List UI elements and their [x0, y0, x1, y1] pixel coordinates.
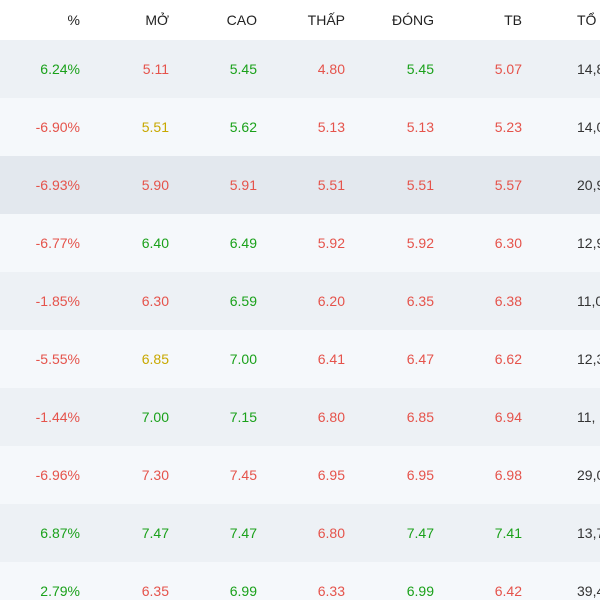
cell-average: 6.62: [494, 351, 522, 367]
cell-average: 5.07: [494, 61, 522, 77]
cell-percent-change: -6.93%: [35, 177, 80, 193]
table-row[interactable]: -6.77% 6.40 6.49 5.92 5.92 6.30 12,9: [0, 214, 600, 272]
table-row[interactable]: -6.90% 5.51 5.62 5.13 5.13 5.23 14,0: [0, 98, 600, 156]
table-row[interactable]: -1.85% 6.30 6.59 6.20 6.35 6.38 11,0: [0, 272, 600, 330]
cell-average: 6.38: [494, 293, 522, 309]
cell-close: 5.92: [406, 235, 434, 251]
table-header: % MỞ CAO THẤP ĐÓNG TB TỔ: [0, 0, 600, 40]
header-high[interactable]: CAO: [226, 12, 257, 28]
cell-high: 7.00: [229, 351, 257, 367]
cell-average: 6.30: [494, 235, 522, 251]
cell-low: 6.80: [317, 525, 345, 541]
cell-low: 5.13: [317, 119, 345, 135]
cell-percent-change: -6.90%: [35, 119, 80, 135]
cell-percent-change: 6.24%: [40, 61, 80, 77]
cell-total: 13,7: [577, 525, 600, 541]
cell-total: 14,0: [577, 119, 600, 135]
cell-average: 5.23: [494, 119, 522, 135]
cell-close: 6.47: [406, 351, 434, 367]
cell-average: 6.42: [494, 583, 522, 599]
cell-high: 5.62: [229, 119, 257, 135]
cell-total: 11,: [577, 409, 596, 425]
cell-close: 6.95: [406, 467, 434, 483]
table-row[interactable]: -6.96% 7.30 7.45 6.95 6.95 6.98 29,0: [0, 446, 600, 504]
cell-close: 5.13: [406, 119, 434, 135]
cell-low: 6.95: [317, 467, 345, 483]
cell-percent-change: -1.85%: [35, 293, 80, 309]
cell-average: 6.94: [494, 409, 522, 425]
cell-high: 5.45: [229, 61, 257, 77]
cell-close: 7.47: [406, 525, 434, 541]
cell-total: 11,0: [577, 293, 600, 309]
cell-open: 7.30: [141, 467, 169, 483]
cell-percent-change: 2.79%: [40, 583, 80, 599]
cell-total: 14,8: [577, 61, 600, 77]
cell-low: 6.20: [317, 293, 345, 309]
cell-open: 5.11: [142, 61, 169, 77]
cell-high: 7.45: [229, 467, 257, 483]
cell-total: 39,4: [577, 583, 600, 599]
cell-total: 20,9: [577, 177, 600, 193]
header-percent-change[interactable]: %: [67, 12, 80, 28]
cell-close: 6.99: [406, 583, 434, 599]
table-row[interactable]: -1.44% 7.00 7.15 6.80 6.85 6.94 11,: [0, 388, 600, 446]
table-row[interactable]: -6.93% 5.90 5.91 5.51 5.51 5.57 20,9: [0, 156, 600, 214]
cell-open: 6.85: [141, 351, 169, 367]
cell-total: 12,9: [577, 235, 600, 251]
cell-close: 5.45: [406, 61, 434, 77]
cell-percent-change: -6.77%: [35, 235, 80, 251]
cell-close: 6.35: [406, 293, 434, 309]
cell-open: 6.30: [141, 293, 169, 309]
cell-low: 5.51: [317, 177, 345, 193]
header-open[interactable]: MỞ: [145, 12, 169, 28]
cell-open: 6.40: [141, 235, 169, 251]
cell-average: 6.98: [494, 467, 522, 483]
cell-close: 6.85: [406, 409, 434, 425]
cell-high: 6.59: [229, 293, 257, 309]
cell-percent-change: -1.44%: [35, 409, 80, 425]
cell-open: 5.90: [141, 177, 169, 193]
header-average[interactable]: TB: [504, 12, 522, 28]
cell-average: 5.57: [494, 177, 522, 193]
cell-high: 7.15: [229, 409, 257, 425]
cell-high: 6.49: [229, 235, 257, 251]
table-row[interactable]: 6.24% 5.11 5.45 4.80 5.45 5.07 14,8: [0, 40, 600, 98]
cell-total: 12,3: [577, 351, 600, 367]
cell-total: 29,0: [577, 467, 600, 483]
header-close[interactable]: ĐÓNG: [392, 12, 434, 28]
cell-open: 7.47: [141, 525, 169, 541]
table-row[interactable]: 2.79% 6.35 6.99 6.33 6.99 6.42 39,4: [0, 562, 600, 600]
cell-low: 4.80: [317, 61, 345, 77]
header-total[interactable]: TỔ: [577, 12, 597, 28]
cell-percent-change: 6.87%: [40, 525, 80, 541]
cell-percent-change: -5.55%: [35, 351, 80, 367]
table-body: 6.24% 5.11 5.45 4.80 5.45 5.07 14,8 -6.90% 5.51 5…: [0, 40, 600, 600]
table-row[interactable]: -5.55% 6.85 7.00 6.41 6.47 6.62 12,3: [0, 330, 600, 388]
cell-open: 6.35: [141, 583, 169, 599]
cell-low: 6.80: [317, 409, 345, 425]
cell-percent-change: -6.96%: [35, 467, 80, 483]
cell-average: 7.41: [494, 525, 522, 541]
cell-high: 5.91: [229, 177, 257, 193]
cell-open: 7.00: [141, 409, 169, 425]
cell-high: 7.47: [229, 525, 257, 541]
header-low[interactable]: THẤP: [307, 12, 345, 28]
cell-close: 5.51: [406, 177, 434, 193]
cell-low: 6.33: [317, 583, 345, 599]
cell-low: 6.41: [317, 351, 345, 367]
cell-high: 6.99: [229, 583, 257, 599]
table-row[interactable]: 6.87% 7.47 7.47 6.80 7.47 7.41 13,7: [0, 504, 600, 562]
cell-open: 5.51: [141, 119, 169, 135]
cell-low: 5.92: [317, 235, 345, 251]
